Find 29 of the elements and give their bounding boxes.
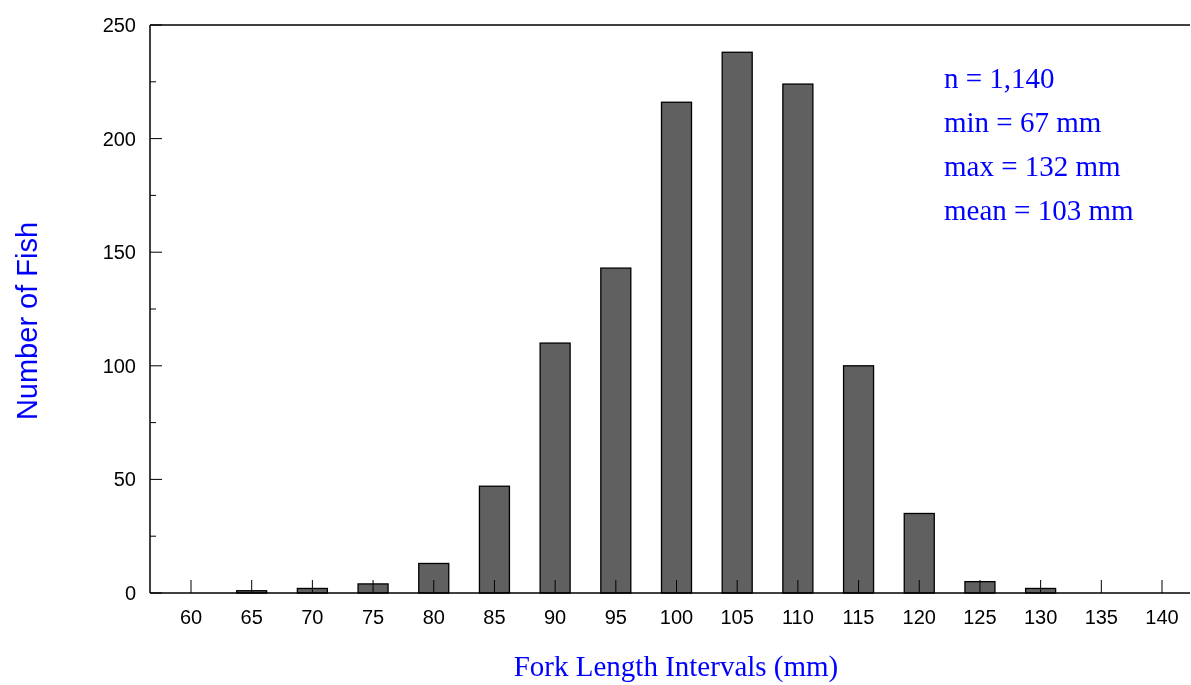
y-tick-label: 100 <box>102 354 136 377</box>
x-tick-label: 120 <box>902 606 936 628</box>
x-tick-label: 115 <box>842 606 875 628</box>
annotation: n = 1,140 <box>944 62 1055 94</box>
y-tick-label: 200 <box>102 127 136 150</box>
x-tick-label: 90 <box>544 606 567 628</box>
y-tick-label: 150 <box>102 241 136 264</box>
x-tick-label: 80 <box>422 606 445 628</box>
annotation: min = 67 mm <box>944 106 1102 138</box>
x-tick-label: 85 <box>483 606 506 628</box>
y-axis-title: Number of Fish <box>11 221 43 421</box>
x-tick-label: 130 <box>1023 606 1058 628</box>
x-tick-label: 70 <box>301 606 324 628</box>
x-tick-label: 65 <box>240 606 263 628</box>
x-tick-label: 60 <box>179 606 203 628</box>
y-tick-label: 250 <box>102 14 136 36</box>
x-tick-label: 140 <box>1145 606 1179 628</box>
x-tick-label: 100 <box>659 606 694 628</box>
x-tick-label: 110 <box>781 606 814 628</box>
y-tick-label: 0 <box>124 582 136 604</box>
x-tick-label: 75 <box>361 606 385 628</box>
x-tick-label: 95 <box>604 606 627 628</box>
x-tick-label: 135 <box>1084 606 1118 628</box>
x-axis-title: Fork Length Intervals (mm) <box>513 650 839 683</box>
annotation: mean = 103 mm <box>944 194 1134 226</box>
y-tick-label: 50 <box>113 468 136 491</box>
x-tick-label: 105 <box>720 606 754 628</box>
x-tick-label: 125 <box>963 606 997 628</box>
annotation: max = 132 mm <box>944 150 1122 182</box>
